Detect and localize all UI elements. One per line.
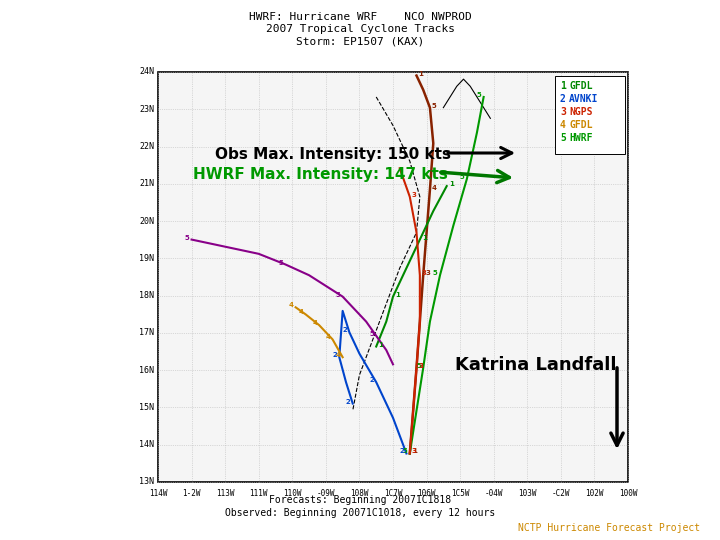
Text: 1: 1 <box>560 81 566 91</box>
Text: 3: 3 <box>426 270 430 276</box>
Text: GFDL: GFDL <box>569 81 593 91</box>
Text: 3: 3 <box>412 192 417 198</box>
Text: GFDL: GFDL <box>569 120 593 130</box>
Text: Storm: EP1507 (KAX): Storm: EP1507 (KAX) <box>296 36 424 46</box>
Text: 20N: 20N <box>139 217 154 226</box>
Text: Forecasts: Beginning 20071C1818: Forecasts: Beginning 20071C1818 <box>269 495 451 505</box>
Text: 24N: 24N <box>139 68 154 77</box>
Text: Obs Max. Intensity: 150 kts: Obs Max. Intensity: 150 kts <box>215 147 451 163</box>
Text: 4: 4 <box>312 320 317 326</box>
Text: 1: 1 <box>418 71 423 77</box>
Text: HWRF: Hurricane WRF    NCO NWPROD: HWRF: Hurricane WRF NCO NWPROD <box>248 12 472 22</box>
Text: HWRF: HWRF <box>569 133 593 143</box>
Text: -09W: -09W <box>317 489 335 498</box>
Text: 106W: 106W <box>418 489 436 498</box>
Text: 5: 5 <box>560 133 566 143</box>
Text: 111W: 111W <box>249 489 268 498</box>
Text: 114W: 114W <box>149 489 167 498</box>
Text: 19N: 19N <box>139 254 154 263</box>
Text: 1: 1 <box>449 181 454 187</box>
Text: HWRF Max. Intensity: 147 kts: HWRF Max. Intensity: 147 kts <box>193 166 448 181</box>
Text: 4: 4 <box>336 352 341 358</box>
Text: -C2W: -C2W <box>552 489 570 498</box>
Text: 5: 5 <box>336 292 341 298</box>
Text: 103W: 103W <box>518 489 536 498</box>
Text: 22N: 22N <box>139 142 154 151</box>
Text: 100W: 100W <box>618 489 637 498</box>
Text: 15N: 15N <box>139 403 154 412</box>
Text: 3: 3 <box>422 270 427 276</box>
Text: 2: 2 <box>342 327 347 333</box>
Text: 5: 5 <box>184 234 189 240</box>
Text: 3: 3 <box>560 107 566 117</box>
Text: 2: 2 <box>560 94 566 104</box>
Text: 2: 2 <box>400 449 404 455</box>
Text: 5: 5 <box>402 449 408 455</box>
Text: 16N: 16N <box>139 366 154 375</box>
Text: 2007 Tropical Cyclone Tracks: 2007 Tropical Cyclone Tracks <box>266 24 454 34</box>
Text: Observed: Beginning 20071C1018, every 12 hours: Observed: Beginning 20071C1018, every 12… <box>225 508 495 518</box>
Text: 4: 4 <box>299 309 304 315</box>
Text: 1C5W: 1C5W <box>451 489 469 498</box>
Text: 5: 5 <box>477 92 482 98</box>
Text: 1: 1 <box>422 234 427 240</box>
Text: 5: 5 <box>460 174 464 180</box>
Text: NCTP Hurricane Forecast Project: NCTP Hurricane Forecast Project <box>518 523 700 533</box>
Text: 102W: 102W <box>585 489 603 498</box>
Text: 110W: 110W <box>283 489 302 498</box>
Text: 4: 4 <box>432 185 437 191</box>
Text: 5: 5 <box>279 260 284 266</box>
Text: 21N: 21N <box>139 179 154 188</box>
Text: Katrina Landfall: Katrina Landfall <box>455 356 616 374</box>
Text: 3: 3 <box>412 449 417 455</box>
Text: 13N: 13N <box>139 477 154 487</box>
Text: 4: 4 <box>289 302 294 308</box>
Text: NGPS: NGPS <box>569 107 593 117</box>
Text: 14N: 14N <box>139 440 154 449</box>
Text: 1: 1 <box>412 449 417 455</box>
Text: 2: 2 <box>418 363 423 369</box>
Text: 2: 2 <box>333 352 337 358</box>
Text: 5: 5 <box>369 331 374 337</box>
Text: 1C7W: 1C7W <box>384 489 402 498</box>
Text: -04W: -04W <box>485 489 503 498</box>
Bar <box>158 72 628 482</box>
Text: 5: 5 <box>433 270 438 276</box>
Text: 4: 4 <box>560 120 566 130</box>
Text: 3: 3 <box>418 363 423 369</box>
Text: 2: 2 <box>369 377 374 383</box>
Text: 108W: 108W <box>350 489 369 498</box>
Text: 18N: 18N <box>139 291 154 300</box>
Text: 1: 1 <box>395 292 400 298</box>
Text: 4: 4 <box>325 334 330 340</box>
Text: 5: 5 <box>432 103 436 109</box>
Text: 2: 2 <box>346 399 351 404</box>
Text: 17N: 17N <box>139 328 154 338</box>
Bar <box>555 76 625 154</box>
Text: 113W: 113W <box>216 489 235 498</box>
Text: AVNKI: AVNKI <box>569 94 598 104</box>
Text: 5: 5 <box>416 363 421 369</box>
Text: 1: 1 <box>378 341 383 348</box>
Text: 23N: 23N <box>139 105 154 114</box>
Text: 1-2W: 1-2W <box>182 489 201 498</box>
